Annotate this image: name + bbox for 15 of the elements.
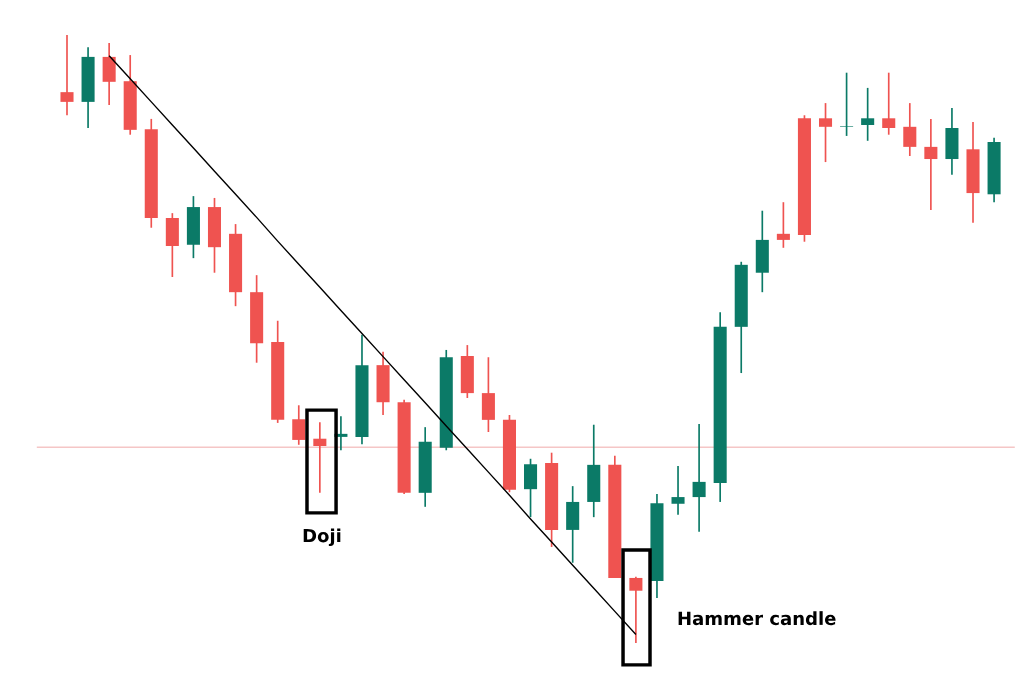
candlestick [882, 71, 896, 136]
candlestick [60, 34, 74, 117]
candlestick [861, 87, 875, 142]
candlestick [840, 71, 854, 137]
candlestick [818, 102, 833, 163]
candlestick [629, 575, 643, 644]
candlestick [903, 102, 917, 157]
candlestick [776, 201, 790, 249]
candlestick [671, 465, 685, 516]
candlestick [692, 423, 706, 533]
candlestick [924, 118, 938, 211]
candlestick [292, 404, 306, 446]
candlestick [313, 421, 327, 494]
annotation: Hammer candle [678, 611, 836, 626]
annotation: Doji [303, 528, 341, 547]
